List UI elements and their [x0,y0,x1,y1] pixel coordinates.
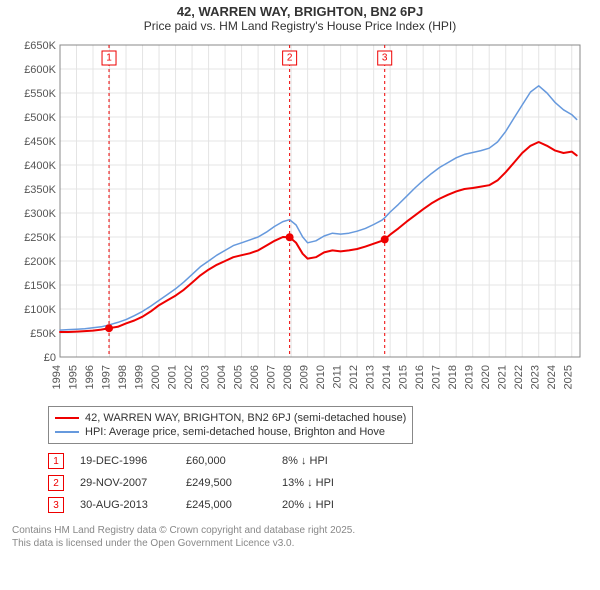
svg-text:£150K: £150K [24,280,56,292]
svg-text:2010: 2010 [315,365,327,389]
svg-text:£50K: £50K [30,328,56,340]
legend-swatch [55,431,79,433]
svg-text:£350K: £350K [24,184,56,196]
svg-text:2001: 2001 [167,365,179,389]
svg-text:2019: 2019 [464,365,476,389]
svg-text:2024: 2024 [546,365,558,389]
svg-text:£600K: £600K [24,64,56,76]
svg-text:1: 1 [106,53,112,64]
svg-text:2021: 2021 [497,365,509,389]
legend-item: HPI: Average price, semi-detached house,… [55,425,406,439]
svg-text:2003: 2003 [200,365,212,389]
svg-text:£100K: £100K [24,304,56,316]
sale-events-table: 1 19-DEC-1996 £60,000 8% ↓ HPI 2 29-NOV-2007 £… [48,450,588,516]
footnote-line-1: Contains HM Land Registry data © Crown c… [12,524,588,537]
svg-text:2016: 2016 [414,365,426,389]
sale-event-date: 19-DEC-1996 [80,455,170,467]
svg-text:2017: 2017 [431,365,443,389]
svg-text:2012: 2012 [348,365,360,389]
attribution-footnote: Contains HM Land Registry data © Crown c… [12,524,588,550]
svg-text:1999: 1999 [134,365,146,389]
legend-swatch [55,417,79,419]
svg-text:3: 3 [382,53,388,64]
svg-text:1995: 1995 [68,365,80,389]
svg-text:2018: 2018 [447,365,459,389]
svg-text:2002: 2002 [183,365,195,389]
svg-text:1996: 1996 [84,365,96,389]
sale-event-badge: 3 [48,497,64,513]
svg-text:2007: 2007 [266,365,278,389]
svg-text:2014: 2014 [381,365,393,389]
svg-text:2025: 2025 [563,365,575,389]
sale-event-delta: 20% ↓ HPI [282,499,334,511]
svg-text:2005: 2005 [233,365,245,389]
chart-legend: 42, WARREN WAY, BRIGHTON, BN2 6PJ (semi-… [48,406,413,444]
sale-event-badge: 2 [48,475,64,491]
sale-event-delta: 13% ↓ HPI [282,477,334,489]
sale-event-price: £60,000 [186,455,266,467]
svg-text:£400K: £400K [24,160,56,172]
svg-text:2009: 2009 [299,365,311,389]
svg-text:2004: 2004 [216,365,228,389]
svg-text:2: 2 [287,53,293,64]
svg-text:2013: 2013 [365,365,377,389]
sale-event-price: £249,500 [186,477,266,489]
sale-event-row: 1 19-DEC-1996 £60,000 8% ↓ HPI [48,450,588,472]
sale-event-badge: 1 [48,453,64,469]
svg-text:2006: 2006 [249,365,261,389]
svg-text:2020: 2020 [480,365,492,389]
svg-text:2011: 2011 [332,365,344,389]
svg-text:£0: £0 [44,352,56,364]
svg-text:2000: 2000 [150,365,162,389]
sale-event-row: 2 29-NOV-2007 £249,500 13% ↓ HPI [48,472,588,494]
svg-text:1997: 1997 [101,365,113,389]
svg-text:£250K: £250K [24,232,56,244]
chart-title-address: 42, WARREN WAY, BRIGHTON, BN2 6PJ [0,4,600,19]
svg-text:£450K: £450K [24,136,56,148]
footnote-line-2: This data is licensed under the Open Gov… [12,537,588,550]
svg-text:2023: 2023 [530,365,542,389]
legend-item: 42, WARREN WAY, BRIGHTON, BN2 6PJ (semi-… [55,411,406,425]
chart-title-subtitle: Price paid vs. HM Land Registry's House … [0,19,600,33]
svg-text:£650K: £650K [24,40,56,52]
sale-event-price: £245,000 [186,499,266,511]
legend-label: HPI: Average price, semi-detached house,… [85,426,385,438]
svg-text:1994: 1994 [51,365,63,389]
sale-event-date: 29-NOV-2007 [80,477,170,489]
svg-text:£550K: £550K [24,88,56,100]
legend-label: 42, WARREN WAY, BRIGHTON, BN2 6PJ (semi-… [85,412,406,424]
sale-event-delta: 8% ↓ HPI [282,455,328,467]
svg-text:2008: 2008 [282,365,294,389]
svg-text:2015: 2015 [398,365,410,389]
svg-text:2022: 2022 [513,365,525,389]
svg-text:1998: 1998 [117,365,129,389]
sale-event-date: 30-AUG-2013 [80,499,170,511]
svg-text:£300K: £300K [24,208,56,220]
chart-title-block: 42, WARREN WAY, BRIGHTON, BN2 6PJ Price … [0,0,600,33]
svg-text:£200K: £200K [24,256,56,268]
svg-text:£500K: £500K [24,112,56,124]
chart-container: £0 £50K £100K £150K £200K £250K £300K £350K £400… [12,39,588,402]
sale-event-row: 3 30-AUG-2013 £245,000 20% ↓ HPI [48,494,588,516]
line-chart: £0 £50K £100K £150K £200K £250K £300K £350K £400… [12,39,588,399]
